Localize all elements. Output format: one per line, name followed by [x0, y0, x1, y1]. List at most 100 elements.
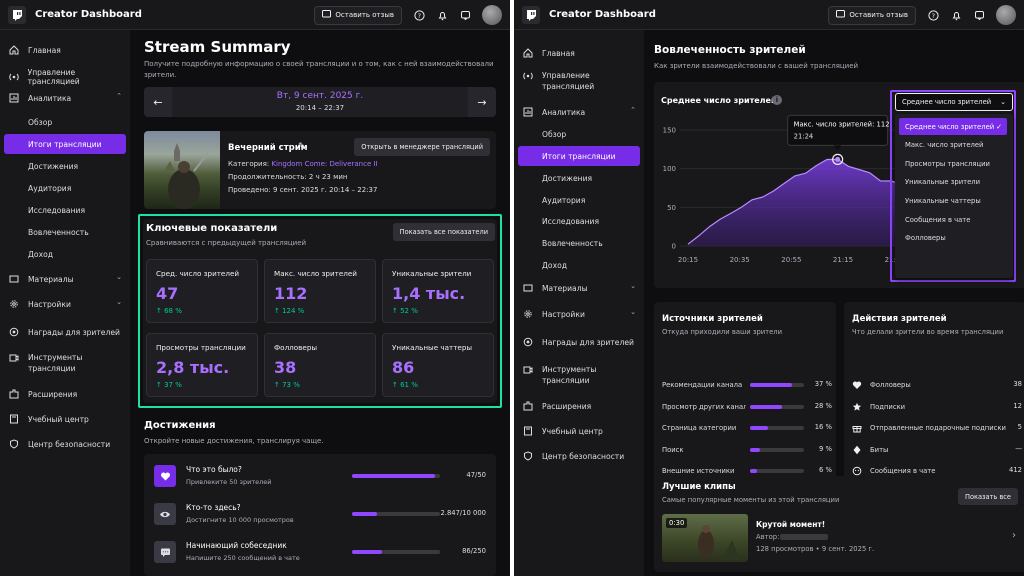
help-icon[interactable]: ? [927, 9, 939, 21]
sidebar-label: Доход [542, 260, 567, 270]
sidebar-item-viewer-rewards[interactable]: Награды для зрителей [522, 336, 640, 348]
metric-card-unique-viewers[interactable]: Уникальные зрители 1,4 тыс. ↑ 52 % [382, 259, 494, 323]
dropdown-highlight-frame [890, 90, 1016, 282]
metric-card-unique-chatters[interactable]: Уникальные чаттеры 86 ↑ 61 % [382, 333, 494, 397]
sidebar-item-engagement[interactable]: Вовлеченность [518, 233, 640, 253]
bell-icon[interactable] [950, 9, 962, 21]
sidebar-item-home[interactable]: Главная [522, 47, 640, 59]
sources-card: Источники зрителей Откуда приходили ваши… [654, 302, 836, 497]
achievement-row[interactable]: Начинающий собеседник Напишите 250 сообще… [146, 536, 492, 568]
sidebar-item-home[interactable]: Главная [8, 44, 126, 56]
feedback-button[interactable]: Оставить отзыв [314, 5, 402, 25]
shield-icon [522, 450, 534, 462]
clips-title: Лучшие клипы [662, 482, 736, 492]
sidebar-item-analytics[interactable]: Аналитика ⌃ [8, 92, 126, 104]
metric-value: 47 [156, 284, 179, 303]
dropdown-option[interactable]: Уникальные чаттеры [899, 192, 1007, 209]
sidebar-item-extensions[interactable]: Расширения [522, 400, 640, 412]
sidebar-item-overview[interactable]: Обзор [518, 124, 640, 144]
sidebar-item-stream-tools[interactable]: Инструменты трансляции [522, 364, 640, 386]
sidebar-label: Аудитория [28, 183, 72, 193]
metric-card-followers[interactable]: Фолловеры 38 ↑ 73 % [264, 333, 376, 397]
dropdown-option[interactable]: Уникальные зрители [899, 174, 1007, 191]
main-content: Вовлеченность зрителей Как зрители взаим… [644, 30, 1024, 576]
sidebar-item-stream-manager[interactable]: Управление трансляцией [8, 68, 126, 86]
dropdown-option-label: Просмотры трансляции [905, 159, 990, 168]
dropdown-option-label: Среднее число зрителей [905, 122, 995, 131]
sidebar-item-revenue[interactable]: Доход [518, 255, 640, 275]
dropdown-option[interactable]: Фолловеры [899, 230, 1007, 247]
sidebar-item-viewer-rewards[interactable]: Награды для зрителей [8, 326, 126, 338]
open-manager-button[interactable]: Открыть в менеджере трансляций [354, 138, 490, 156]
sidebar-item-stream-summary[interactable]: Итоги трансляции [518, 146, 640, 166]
metric-label: Фолловеры [274, 343, 318, 352]
sidebar-item-safety-center[interactable]: Центр безопасности [8, 438, 126, 450]
twitch-logo-icon[interactable] [522, 5, 540, 24]
peak-marker[interactable] [832, 153, 844, 165]
show-all-metrics-button[interactable]: Показать все показатели [392, 223, 495, 241]
sidebar-item-overview[interactable]: Обзор [4, 112, 126, 132]
y-tick-label: 150 [663, 127, 676, 135]
dropdown-option[interactable]: Среднее число зрителей ✓ [899, 118, 1007, 135]
sidebar-label: Главная [542, 48, 575, 58]
category-link[interactable]: Kingdom Come: Deliverance II [271, 160, 378, 168]
sidebar-item-engagement[interactable]: Вовлеченность [4, 222, 126, 242]
achievements-title: Достижения [144, 420, 216, 431]
feedback-button[interactable]: Оставить отзыв [828, 5, 916, 25]
clip-thumbnail[interactable]: 0:30 [662, 514, 748, 562]
sidebar-item-stream-manager[interactable]: Управление трансляцией [522, 70, 640, 92]
sidebar-item-safety-center[interactable]: Центр безопасности [522, 450, 640, 462]
sidebar-item-settings[interactable]: Настройки ⌄ [522, 308, 640, 320]
sidebar-item-content[interactable]: Материалы ⌄ [522, 282, 640, 294]
show-all-clips-button[interactable]: Показать все [958, 488, 1018, 505]
sidebar-item-achievements[interactable]: Достижения [4, 156, 126, 176]
feedback-icon [836, 9, 846, 21]
chat-icon [852, 466, 866, 476]
metric-select[interactable]: Среднее число зрителей ⌄ [895, 93, 1013, 111]
avatar[interactable] [482, 5, 502, 25]
twitch-logo-icon[interactable] [8, 5, 26, 24]
stream-thumbnail[interactable] [144, 131, 220, 209]
dropdown-option[interactable]: Сообщения в чате [899, 211, 1007, 228]
dropdown-option[interactable]: Просмотры трансляции [899, 155, 1007, 172]
sidebar-item-analytics[interactable]: Аналитика ⌃ [522, 106, 640, 118]
sidebar-item-audience[interactable]: Аудитория [4, 178, 126, 198]
sidebar-item-achievements[interactable]: Достижения [518, 168, 640, 188]
prev-arrow-icon[interactable]: ← [144, 87, 172, 117]
achievement-row[interactable]: Кто-то здесь? Достигните 10 000 просмотро… [146, 498, 492, 530]
right-panel: Creator Dashboard Оставить отзыв ? Главн… [514, 0, 1024, 576]
sidebar-label: Доход [28, 249, 53, 259]
dropdown-option[interactable]: Макс. число зрителей [899, 137, 1007, 154]
sidebar-item-extensions[interactable]: Расширения [8, 388, 126, 400]
dropdown-option-label: Уникальные чаттеры [905, 196, 981, 205]
whisper-icon[interactable] [973, 9, 985, 21]
sidebar-label: Настройки [28, 299, 71, 309]
whisper-icon[interactable] [459, 9, 471, 21]
sidebar-item-stream-tools[interactable]: Инструменты трансляции [8, 352, 126, 374]
sidebar-item-learning-center[interactable]: Учебный центр [8, 413, 126, 425]
next-arrow-icon[interactable]: → [468, 87, 496, 117]
achievement-progress-fill [352, 550, 382, 554]
sidebar-item-research[interactable]: Исследования [518, 211, 640, 231]
action-row: Биты — [852, 443, 1022, 457]
info-icon[interactable]: i [772, 95, 782, 105]
bell-icon[interactable] [436, 9, 448, 21]
sidebar-item-settings[interactable]: Настройки ⌄ [8, 298, 126, 310]
edit-icon[interactable]: ✎ [298, 142, 306, 152]
sidebar-item-content[interactable]: Материалы ⌄ [8, 273, 126, 285]
sidebar-item-learning-center[interactable]: Учебный центр [522, 425, 640, 437]
sidebar-item-audience[interactable]: Аудитория [518, 190, 640, 210]
help-icon[interactable]: ? [413, 9, 425, 21]
avatar[interactable] [996, 5, 1016, 25]
sidebar-label: Вовлеченность [28, 227, 89, 237]
metric-card-max-viewers[interactable]: Макс. число зрителей 112 ↑ 124 % [264, 259, 376, 323]
chevron-right-icon[interactable]: › [1012, 530, 1016, 541]
achievement-row[interactable]: Что это было? Привлеките 50 зрителей 47/50 [146, 460, 492, 492]
metric-card-avg-viewers[interactable]: Сред. число зрителей 47 ↑ 68 % [146, 259, 258, 323]
sidebar-item-revenue[interactable]: Доход [4, 244, 126, 264]
sidebar-item-research[interactable]: Исследования [4, 200, 126, 220]
sidebar-item-stream-summary[interactable]: Итоги трансляции [4, 134, 126, 154]
action-value: 412 [1009, 466, 1022, 474]
metric-card-stream-views[interactable]: Просмотры трансляции 2,8 тыс. ↑ 37 % [146, 333, 258, 397]
source-bar [750, 469, 804, 473]
